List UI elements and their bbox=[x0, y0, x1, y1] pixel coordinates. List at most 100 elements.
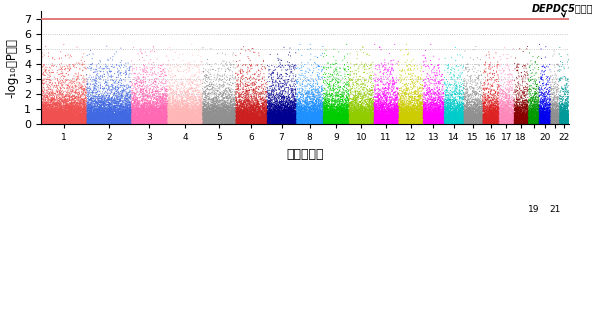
Point bbox=[540, 119, 550, 124]
Point bbox=[69, 115, 79, 120]
Point bbox=[46, 114, 55, 119]
Point bbox=[485, 82, 495, 87]
Point bbox=[260, 116, 270, 121]
Point bbox=[367, 108, 377, 113]
Point bbox=[436, 113, 445, 118]
Point bbox=[216, 115, 226, 120]
Point bbox=[181, 121, 190, 126]
Point bbox=[173, 116, 182, 121]
Point bbox=[511, 119, 520, 124]
Point bbox=[416, 105, 426, 110]
Point bbox=[298, 121, 308, 126]
Point bbox=[283, 115, 293, 120]
Point bbox=[202, 114, 212, 119]
Point bbox=[115, 114, 124, 119]
Point bbox=[443, 106, 453, 111]
Point bbox=[53, 118, 63, 123]
Point bbox=[500, 111, 509, 116]
Point bbox=[256, 121, 266, 126]
Point bbox=[104, 118, 114, 123]
Point bbox=[478, 106, 487, 111]
Point bbox=[54, 119, 64, 124]
Point bbox=[274, 121, 284, 126]
Point bbox=[360, 93, 370, 98]
Point bbox=[286, 114, 295, 118]
Point bbox=[331, 120, 341, 125]
Point bbox=[538, 97, 547, 102]
Point bbox=[504, 109, 514, 114]
Point bbox=[450, 119, 460, 124]
Point bbox=[542, 121, 552, 126]
Point bbox=[137, 117, 147, 122]
Point bbox=[44, 68, 53, 73]
Point bbox=[41, 120, 50, 125]
Point bbox=[184, 117, 194, 122]
Point bbox=[233, 113, 242, 118]
Point bbox=[529, 121, 539, 126]
Point bbox=[455, 120, 464, 125]
Point bbox=[91, 111, 100, 116]
Point bbox=[527, 114, 536, 118]
Point bbox=[260, 112, 270, 117]
Point bbox=[470, 114, 480, 119]
Point bbox=[51, 110, 61, 115]
Point bbox=[75, 117, 85, 122]
Point bbox=[195, 117, 205, 122]
Point bbox=[476, 120, 486, 125]
Point bbox=[163, 114, 172, 119]
Point bbox=[169, 114, 178, 119]
Point bbox=[285, 87, 295, 92]
Point bbox=[452, 121, 462, 126]
Point bbox=[56, 121, 65, 126]
Point bbox=[380, 114, 389, 119]
Point bbox=[379, 121, 388, 126]
Point bbox=[337, 105, 346, 110]
Point bbox=[509, 113, 519, 118]
Point bbox=[194, 85, 203, 90]
Point bbox=[511, 115, 521, 120]
Point bbox=[403, 98, 412, 103]
Point bbox=[109, 121, 118, 126]
Point bbox=[172, 111, 181, 116]
Point bbox=[428, 103, 437, 108]
Point bbox=[466, 120, 476, 125]
Point bbox=[251, 77, 260, 82]
Point bbox=[554, 97, 563, 102]
Point bbox=[37, 111, 47, 116]
Point bbox=[113, 121, 123, 126]
Point bbox=[550, 111, 560, 116]
Point bbox=[286, 88, 296, 93]
Point bbox=[398, 115, 408, 120]
Point bbox=[432, 111, 442, 116]
Point bbox=[323, 114, 333, 119]
Point bbox=[238, 115, 247, 120]
Point bbox=[302, 95, 312, 100]
Point bbox=[316, 116, 325, 121]
Point bbox=[91, 120, 100, 125]
Point bbox=[463, 97, 472, 102]
Point bbox=[429, 113, 439, 118]
Point bbox=[230, 116, 239, 121]
Point bbox=[130, 100, 139, 105]
Point bbox=[96, 120, 106, 125]
Point bbox=[523, 118, 532, 123]
Point bbox=[357, 120, 367, 125]
Point bbox=[150, 113, 160, 118]
Point bbox=[281, 90, 291, 95]
Point bbox=[257, 120, 266, 125]
Point bbox=[461, 118, 470, 123]
Point bbox=[256, 117, 266, 122]
Point bbox=[109, 107, 119, 112]
Point bbox=[225, 118, 235, 123]
Point bbox=[488, 116, 498, 121]
Point bbox=[191, 122, 201, 127]
Point bbox=[227, 121, 236, 126]
Point bbox=[390, 119, 400, 124]
Point bbox=[456, 113, 466, 118]
Point bbox=[428, 119, 438, 124]
Point bbox=[419, 59, 428, 64]
Point bbox=[62, 108, 71, 113]
Point bbox=[176, 119, 186, 124]
Point bbox=[430, 87, 440, 92]
Point bbox=[265, 121, 274, 126]
